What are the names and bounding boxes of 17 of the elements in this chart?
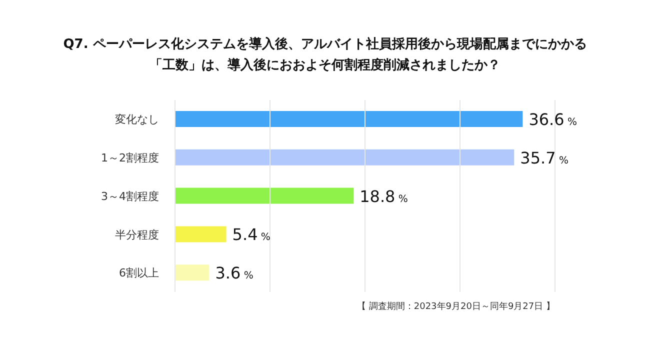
bar [175, 111, 523, 127]
y-tick-label: 6割以上 [119, 266, 159, 280]
data-label: 18.8 % [360, 186, 408, 206]
chart-title: Q7. ペーパーレス化システムを導入後、アルバイト社員採用後から現場配属までにかかる「工数」は、導入後におおよそ何割程度削減されましたか？ [62, 36, 588, 75]
text: 【 調査期間：2023年9月20日～同年9月27日 】 [357, 300, 555, 313]
bar [175, 264, 210, 281]
bar [175, 188, 354, 204]
data-label: 35.7 % [520, 148, 568, 168]
y-tick-label: 変化なし [115, 113, 159, 126]
data-label: 36.6 % [528, 110, 578, 129]
y-tick-label: 3～4割程度 [101, 190, 159, 203]
data-label: 5.4 % [232, 225, 270, 244]
data-label: 3.6 % [215, 264, 254, 283]
y-tick-label: 1～2割程度 [101, 152, 159, 165]
bar [175, 149, 514, 166]
bar [175, 226, 226, 242]
y-tick-label: 半分程度 [115, 228, 159, 242]
